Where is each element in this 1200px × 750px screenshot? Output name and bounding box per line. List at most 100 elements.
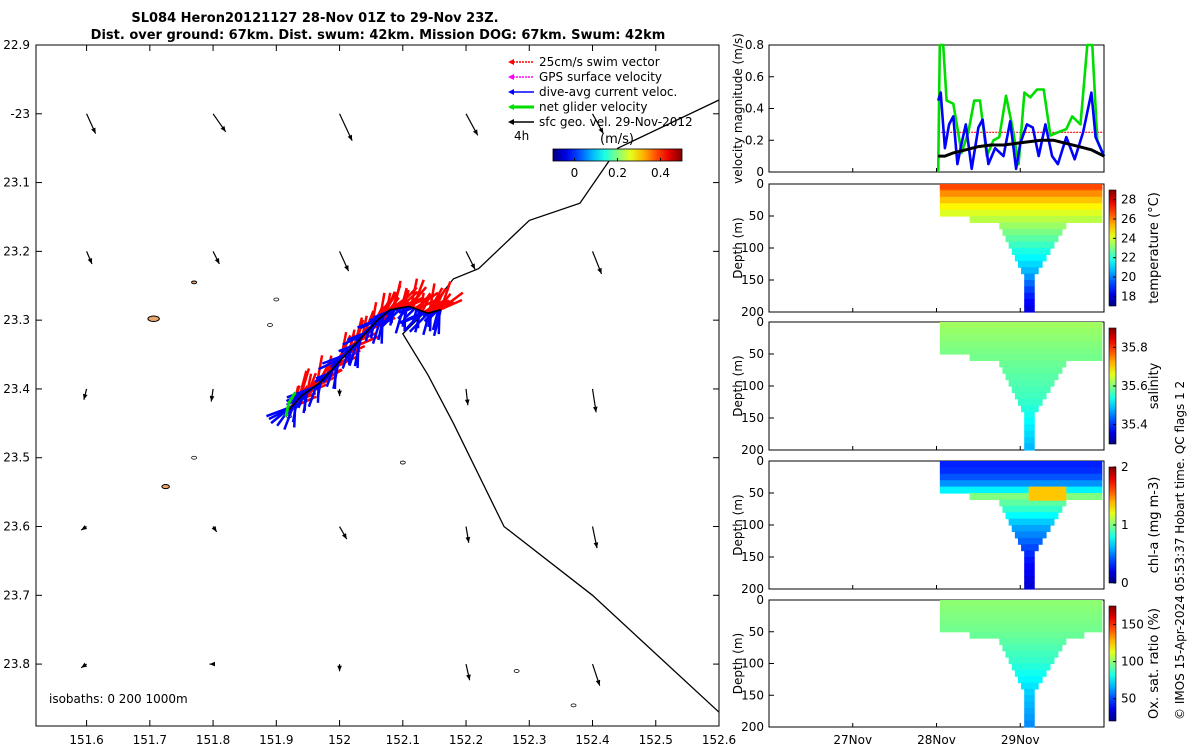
section-data-cell	[1008, 657, 1055, 665]
section-data-cell	[939, 203, 1103, 211]
island	[191, 280, 198, 285]
section-data-cell	[939, 612, 1103, 620]
map-y-tick-label: 23.2	[3, 244, 30, 258]
isobaths-label: isobaths: 0 200 1000m	[49, 692, 188, 706]
dive-avg-vector	[424, 309, 438, 324]
section-colorbar	[1108, 189, 1117, 307]
velocity-y-tick-label: 0	[756, 165, 764, 179]
current-vector-head	[214, 257, 220, 264]
swim-vector	[419, 292, 425, 311]
current-vector	[464, 388, 470, 406]
dive-avg-vector	[286, 386, 314, 399]
section-data-cell	[939, 334, 1103, 342]
section-colorbar-tick-label: 0	[1121, 576, 1129, 590]
map-y-tick-label: 23.6	[3, 520, 30, 534]
section-data-cell	[1011, 525, 1051, 532]
map-y-tick-label: 23.1	[3, 176, 30, 190]
section-y-tick-label: 200	[741, 582, 764, 596]
section-data-cell	[999, 638, 1067, 646]
section-y-tick-label: 0	[756, 315, 764, 329]
velocity-axes-box	[768, 44, 1105, 173]
net-velocity-start	[284, 391, 297, 417]
chla-section: 0 50 100 150 200 Depth (m) 0 1 2 chl-a (mg m-3)	[731, 454, 1162, 596]
section-data-cell	[939, 196, 1103, 204]
section-data-cell	[1002, 366, 1063, 374]
section-data-cell	[1005, 373, 1059, 381]
map-y-tick-label: 23.4	[3, 382, 30, 396]
map-x-tick-label: 152.1	[386, 733, 420, 747]
section-data-cell	[969, 631, 1085, 639]
map-y-tick-label: 23.8	[3, 657, 30, 671]
temperature-section: 0 50 100 150 200 Depth (m) 18 20 22 24 26 28 tempera…	[731, 177, 1162, 319]
section-colorbar	[1108, 605, 1117, 722]
colorbar-tick-label: 0.2	[608, 166, 627, 180]
current-vector	[591, 526, 599, 549]
section-data-cell	[939, 467, 1103, 475]
colorbar-tick-label: 0.4	[651, 166, 670, 180]
legend-arrowhead	[508, 74, 514, 80]
map-y-tick-label: -23	[10, 107, 30, 121]
velocity-y-tick-label: 0.8	[745, 38, 764, 52]
section-data-cell	[1024, 280, 1035, 287]
section-data-cell	[1024, 418, 1035, 425]
current-vector-head	[337, 665, 342, 672]
map-x-tick-label: 152.4	[575, 733, 609, 747]
current-vector	[212, 113, 227, 133]
section-colorbar-tick-label: 100	[1121, 655, 1144, 669]
section-y-tick-label: 150	[741, 688, 764, 702]
section-data-cell	[1005, 650, 1059, 658]
velocity-y-tick-label: 0.6	[745, 70, 764, 84]
current-vector	[465, 251, 476, 270]
section-x-tick-label: 29Nov	[1001, 733, 1040, 747]
section-surface-layer	[939, 322, 1103, 328]
swim-vector	[411, 279, 425, 309]
section-colorbar-tick-label: 24	[1121, 231, 1136, 245]
current-vector	[82, 388, 88, 400]
section-data-cell	[1014, 669, 1047, 677]
section-data-cell	[1024, 550, 1035, 558]
section-data-cell	[1017, 398, 1043, 406]
current-vector	[339, 251, 350, 272]
current-vector-head	[87, 257, 92, 264]
current-vector	[591, 113, 604, 134]
current-vector	[86, 251, 93, 265]
map-x-tick-label: 152.5	[639, 733, 673, 747]
section-data-cell	[939, 209, 1103, 217]
reef-outline	[399, 460, 406, 465]
section-data-cell	[1021, 267, 1039, 275]
section-y-tick-label: 100	[741, 518, 764, 532]
map-axes-box	[35, 44, 720, 727]
section-data-cell	[939, 619, 1103, 626]
title-line1: SL084 Heron20121127 28-Nov 01Z to 29-Nov…	[131, 11, 498, 26]
section-y-tick-label: 100	[741, 657, 764, 671]
section-data-cell	[1002, 505, 1063, 513]
current-vector	[465, 526, 471, 543]
velocity-y-tick-label: 0.4	[745, 102, 764, 116]
section-y-tick-label: 100	[741, 379, 764, 393]
section-data-cell	[1014, 531, 1047, 539]
current-vector	[591, 251, 603, 275]
reef-outline	[273, 297, 280, 302]
section-x-tick-label: 28Nov	[917, 733, 956, 747]
colorbar-tick-label: 0	[571, 166, 579, 180]
section-colorbar-tick-label: 18	[1121, 289, 1136, 303]
section-y-tick-label: 100	[741, 241, 764, 255]
section-data-cell	[1024, 569, 1035, 577]
section-data-cell	[1024, 582, 1035, 590]
map-x-tick-label: 152.3	[512, 733, 546, 747]
map-plot: 151.6 151.7 151.8 151.9 152 152.1 152.2 152.3 15…	[3, 38, 736, 747]
map-x-tick-label: 151.7	[133, 733, 167, 747]
section-data-cell	[939, 473, 1103, 481]
section-data-cell	[1005, 512, 1059, 520]
side-note: © IMOS 15-Apr-2024 05:53:37 Hobart time.…	[1173, 381, 1187, 720]
section-colorbar-tick-label: 35.6	[1121, 379, 1148, 393]
section-ylabel: Depth (m)	[731, 355, 745, 416]
current-vector	[337, 388, 342, 397]
dive-avg-vector	[353, 338, 362, 367]
current-vector-head	[473, 129, 478, 136]
section-data-cell	[1014, 254, 1047, 262]
swim-vector	[421, 293, 432, 312]
section-colorbar-label: salinity	[1147, 362, 1162, 409]
